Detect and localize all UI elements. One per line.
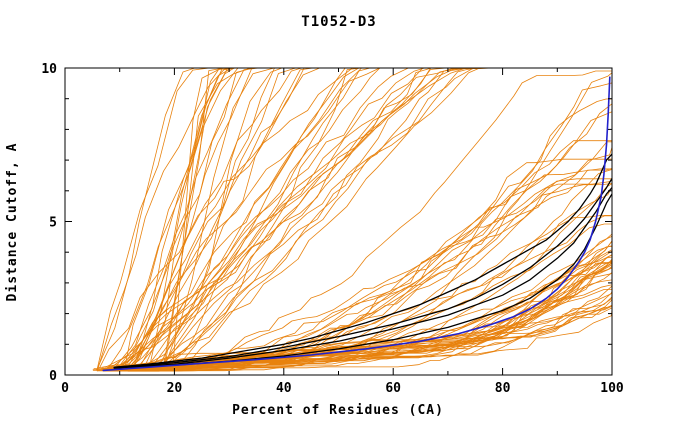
- ensemble-curve: [128, 214, 612, 371]
- ensemble-curve: [96, 68, 237, 372]
- ensemble-curve: [157, 68, 294, 369]
- x-tick-label: 100: [600, 381, 624, 396]
- ensemble-curve: [95, 68, 360, 370]
- ensemble-curve: [107, 68, 239, 370]
- ensemble-curve: [131, 68, 296, 371]
- curves-layer: [92, 68, 612, 372]
- ensemble-curve: [161, 179, 612, 370]
- ensemble-curve: [133, 68, 371, 370]
- ensemble-curve: [106, 68, 432, 372]
- chart-title: T1052-D3: [301, 14, 376, 30]
- highlight-model-2-curve: [113, 177, 612, 368]
- ensemble-curve: [101, 158, 612, 371]
- ensemble-curve: [124, 68, 223, 371]
- ensemble-curve: [134, 245, 612, 370]
- ensemble-curve: [131, 68, 229, 372]
- ensemble-curve: [93, 68, 478, 370]
- ensemble-curve: [152, 68, 432, 369]
- ensemble-curve: [161, 68, 475, 368]
- best-model-curve: [102, 76, 611, 372]
- plot-frame: [64, 67, 613, 376]
- x-tick-label: 20: [167, 381, 183, 396]
- x-tick-label: 60: [385, 381, 401, 396]
- ensemble-curve: [124, 98, 612, 372]
- highlight-model-3-curve: [113, 187, 612, 368]
- ensemble-curve: [96, 68, 210, 370]
- ensemble-curves: [92, 68, 612, 372]
- highlight-model-4-curve: [113, 193, 612, 369]
- x-tick-label: 40: [276, 381, 292, 396]
- ensemble-curve: [114, 68, 233, 368]
- ensemble-curve: [116, 68, 254, 372]
- ensemble-curve: [126, 68, 321, 371]
- ensemble-curve: [137, 103, 612, 372]
- highlight-model-1-curve: [113, 153, 612, 368]
- ensemble-curve: [97, 272, 612, 372]
- ensemble-curve: [99, 68, 353, 369]
- ensemble-curve: [145, 68, 461, 368]
- x-tick-label: 0: [61, 381, 69, 396]
- ensemble-curve: [114, 68, 275, 371]
- ensemble-curve: [137, 68, 481, 368]
- ensemble-curve: [172, 68, 223, 370]
- y-tick-label: 0: [49, 369, 57, 384]
- ensemble-curve: [129, 68, 381, 371]
- ensemble-curve: [112, 68, 363, 371]
- ensemble-curve: [138, 68, 425, 369]
- ensemble-curve: [165, 68, 346, 368]
- ensemble-curve: [162, 68, 225, 371]
- axes-layer: 0 20 40 60 80 100 0 5 10: [41, 62, 624, 396]
- ensemble-curve: [152, 140, 612, 372]
- y-tick-label: 5: [49, 216, 57, 231]
- x-tick-label: 80: [495, 381, 511, 396]
- ensemble-curve: [132, 68, 491, 369]
- y-axis-label: Distance Cutoff, A: [5, 143, 20, 302]
- ensemble-curve: [105, 68, 409, 368]
- ensemble-curve: [169, 68, 465, 372]
- ensemble-curve: [149, 68, 314, 371]
- ensemble-curve: [96, 68, 196, 370]
- x-axis-label: Percent of Residues (CA): [232, 403, 444, 418]
- ensemble-curve: [115, 68, 260, 372]
- ensemble-curve: [108, 68, 424, 370]
- ensemble-curve: [108, 68, 447, 371]
- ensemble-curve: [131, 68, 302, 372]
- y-tick-label: 10: [41, 62, 57, 77]
